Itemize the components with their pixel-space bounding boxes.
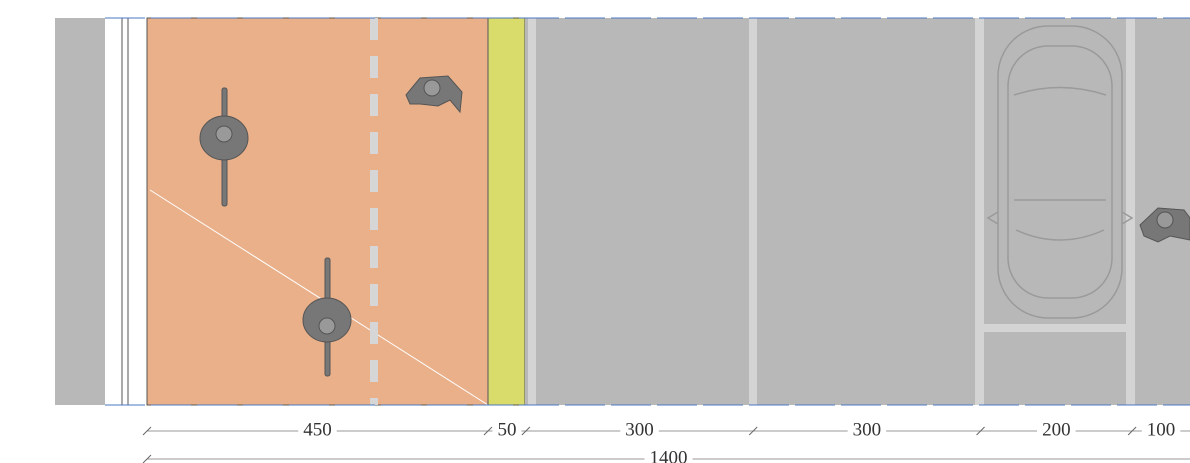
sidewalk-strip xyxy=(55,18,105,405)
label-background xyxy=(847,421,887,441)
dimension-tick xyxy=(748,426,758,436)
dimension-tick xyxy=(483,426,493,436)
curb xyxy=(105,18,147,405)
roadway xyxy=(525,18,1190,405)
parking-line xyxy=(975,18,984,405)
buffer xyxy=(487,17,526,406)
diagonal xyxy=(149,189,489,406)
road-plan xyxy=(55,17,1190,406)
dimension-tick xyxy=(521,426,531,436)
lane-line xyxy=(749,18,757,405)
bike-lane xyxy=(146,17,489,406)
dimension-label: 200 xyxy=(1042,419,1071,440)
dimension-label: 50 xyxy=(497,419,516,440)
label-background xyxy=(1037,421,1076,441)
dimension-label: 300 xyxy=(853,419,882,440)
pedestrian xyxy=(1139,207,1190,243)
dimension-tick xyxy=(142,426,152,436)
parking-line xyxy=(975,324,1135,332)
lane-line xyxy=(528,18,536,405)
dimensions: 450 50 300 300 200 100 1400 xyxy=(142,419,1190,463)
dimension-label: 1400 xyxy=(650,447,688,463)
parking-line xyxy=(1126,18,1135,405)
label-background xyxy=(620,421,659,441)
dimension-tick xyxy=(976,426,985,436)
label-background xyxy=(492,421,522,441)
dimension-label: 100 xyxy=(1147,419,1176,440)
pedestrian xyxy=(405,75,463,114)
dimension-label: 300 xyxy=(625,419,654,440)
label-background xyxy=(298,421,337,441)
car xyxy=(986,25,1134,319)
dimension-label: 450 xyxy=(303,419,332,440)
dimension-tick xyxy=(1127,426,1137,436)
dimension-tick xyxy=(142,454,152,463)
label-background xyxy=(1141,421,1181,441)
cyclist xyxy=(199,87,249,207)
cyclist xyxy=(302,257,352,377)
label-background xyxy=(644,449,693,463)
